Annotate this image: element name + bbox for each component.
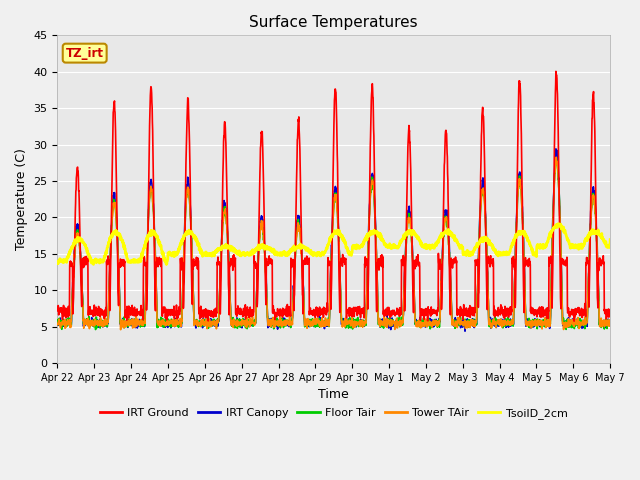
TsoilD_2cm — [54, 259, 61, 265]
Tower TAir — [54, 321, 61, 326]
TsoilD_2cm — [90, 262, 97, 267]
Line: TsoilD_2cm: TsoilD_2cm — [58, 224, 610, 264]
IRT Ground — [552, 69, 560, 74]
TsoilD_2cm — [208, 253, 216, 259]
IRT Canopy — [350, 324, 358, 330]
Tower TAir — [362, 319, 370, 324]
TsoilD_2cm — [350, 245, 358, 251]
Floor Tair — [606, 317, 614, 323]
Tower TAir — [495, 320, 502, 326]
Line: IRT Canopy: IRT Canopy — [58, 149, 610, 331]
IRT Canopy — [495, 321, 502, 327]
IRT Ground — [573, 307, 581, 313]
IRT Canopy — [558, 286, 566, 292]
IRT Canopy — [552, 146, 560, 152]
IRT Canopy — [461, 328, 469, 334]
IRT Canopy — [573, 322, 581, 328]
IRT Canopy — [54, 322, 61, 328]
Tower TAir — [573, 322, 581, 327]
IRT Canopy — [208, 321, 216, 327]
TsoilD_2cm — [573, 244, 581, 250]
Floor Tair — [208, 320, 216, 325]
TsoilD_2cm — [606, 237, 614, 242]
TsoilD_2cm — [495, 249, 502, 255]
Tower TAir — [606, 319, 614, 325]
Floor Tair — [558, 283, 566, 288]
Title: Surface Temperatures: Surface Temperatures — [250, 15, 418, 30]
Line: IRT Ground: IRT Ground — [58, 72, 610, 321]
Tower TAir — [117, 327, 125, 333]
IRT Ground — [557, 259, 565, 265]
IRT Ground — [570, 318, 578, 324]
Y-axis label: Temperature (C): Temperature (C) — [15, 148, 28, 250]
Line: Floor Tair: Floor Tair — [58, 159, 610, 330]
Floor Tair — [495, 322, 502, 327]
IRT Ground — [350, 308, 358, 314]
IRT Ground — [495, 305, 502, 311]
TsoilD_2cm — [558, 223, 566, 229]
Line: Tower TAir: Tower TAir — [58, 157, 610, 330]
Floor Tair — [350, 321, 358, 327]
Floor Tair — [54, 319, 61, 324]
IRT Ground — [54, 304, 61, 310]
Tower TAir — [208, 318, 216, 324]
Floor Tair — [362, 323, 370, 328]
Floor Tair — [573, 323, 581, 328]
IRT Canopy — [362, 321, 369, 327]
Text: TZ_irt: TZ_irt — [66, 47, 104, 60]
TsoilD_2cm — [362, 237, 370, 242]
X-axis label: Time: Time — [319, 388, 349, 401]
Floor Tair — [92, 327, 99, 333]
Tower TAir — [558, 286, 566, 292]
IRT Ground — [606, 313, 614, 319]
IRT Ground — [208, 312, 216, 318]
Legend: IRT Ground, IRT Canopy, Floor Tair, Tower TAir, TsoilD_2cm: IRT Ground, IRT Canopy, Floor Tair, Towe… — [95, 403, 572, 423]
TsoilD_2cm — [554, 221, 562, 227]
IRT Canopy — [606, 320, 614, 326]
Tower TAir — [552, 154, 560, 160]
Floor Tair — [552, 156, 560, 162]
IRT Ground — [362, 262, 369, 268]
Tower TAir — [350, 323, 358, 328]
